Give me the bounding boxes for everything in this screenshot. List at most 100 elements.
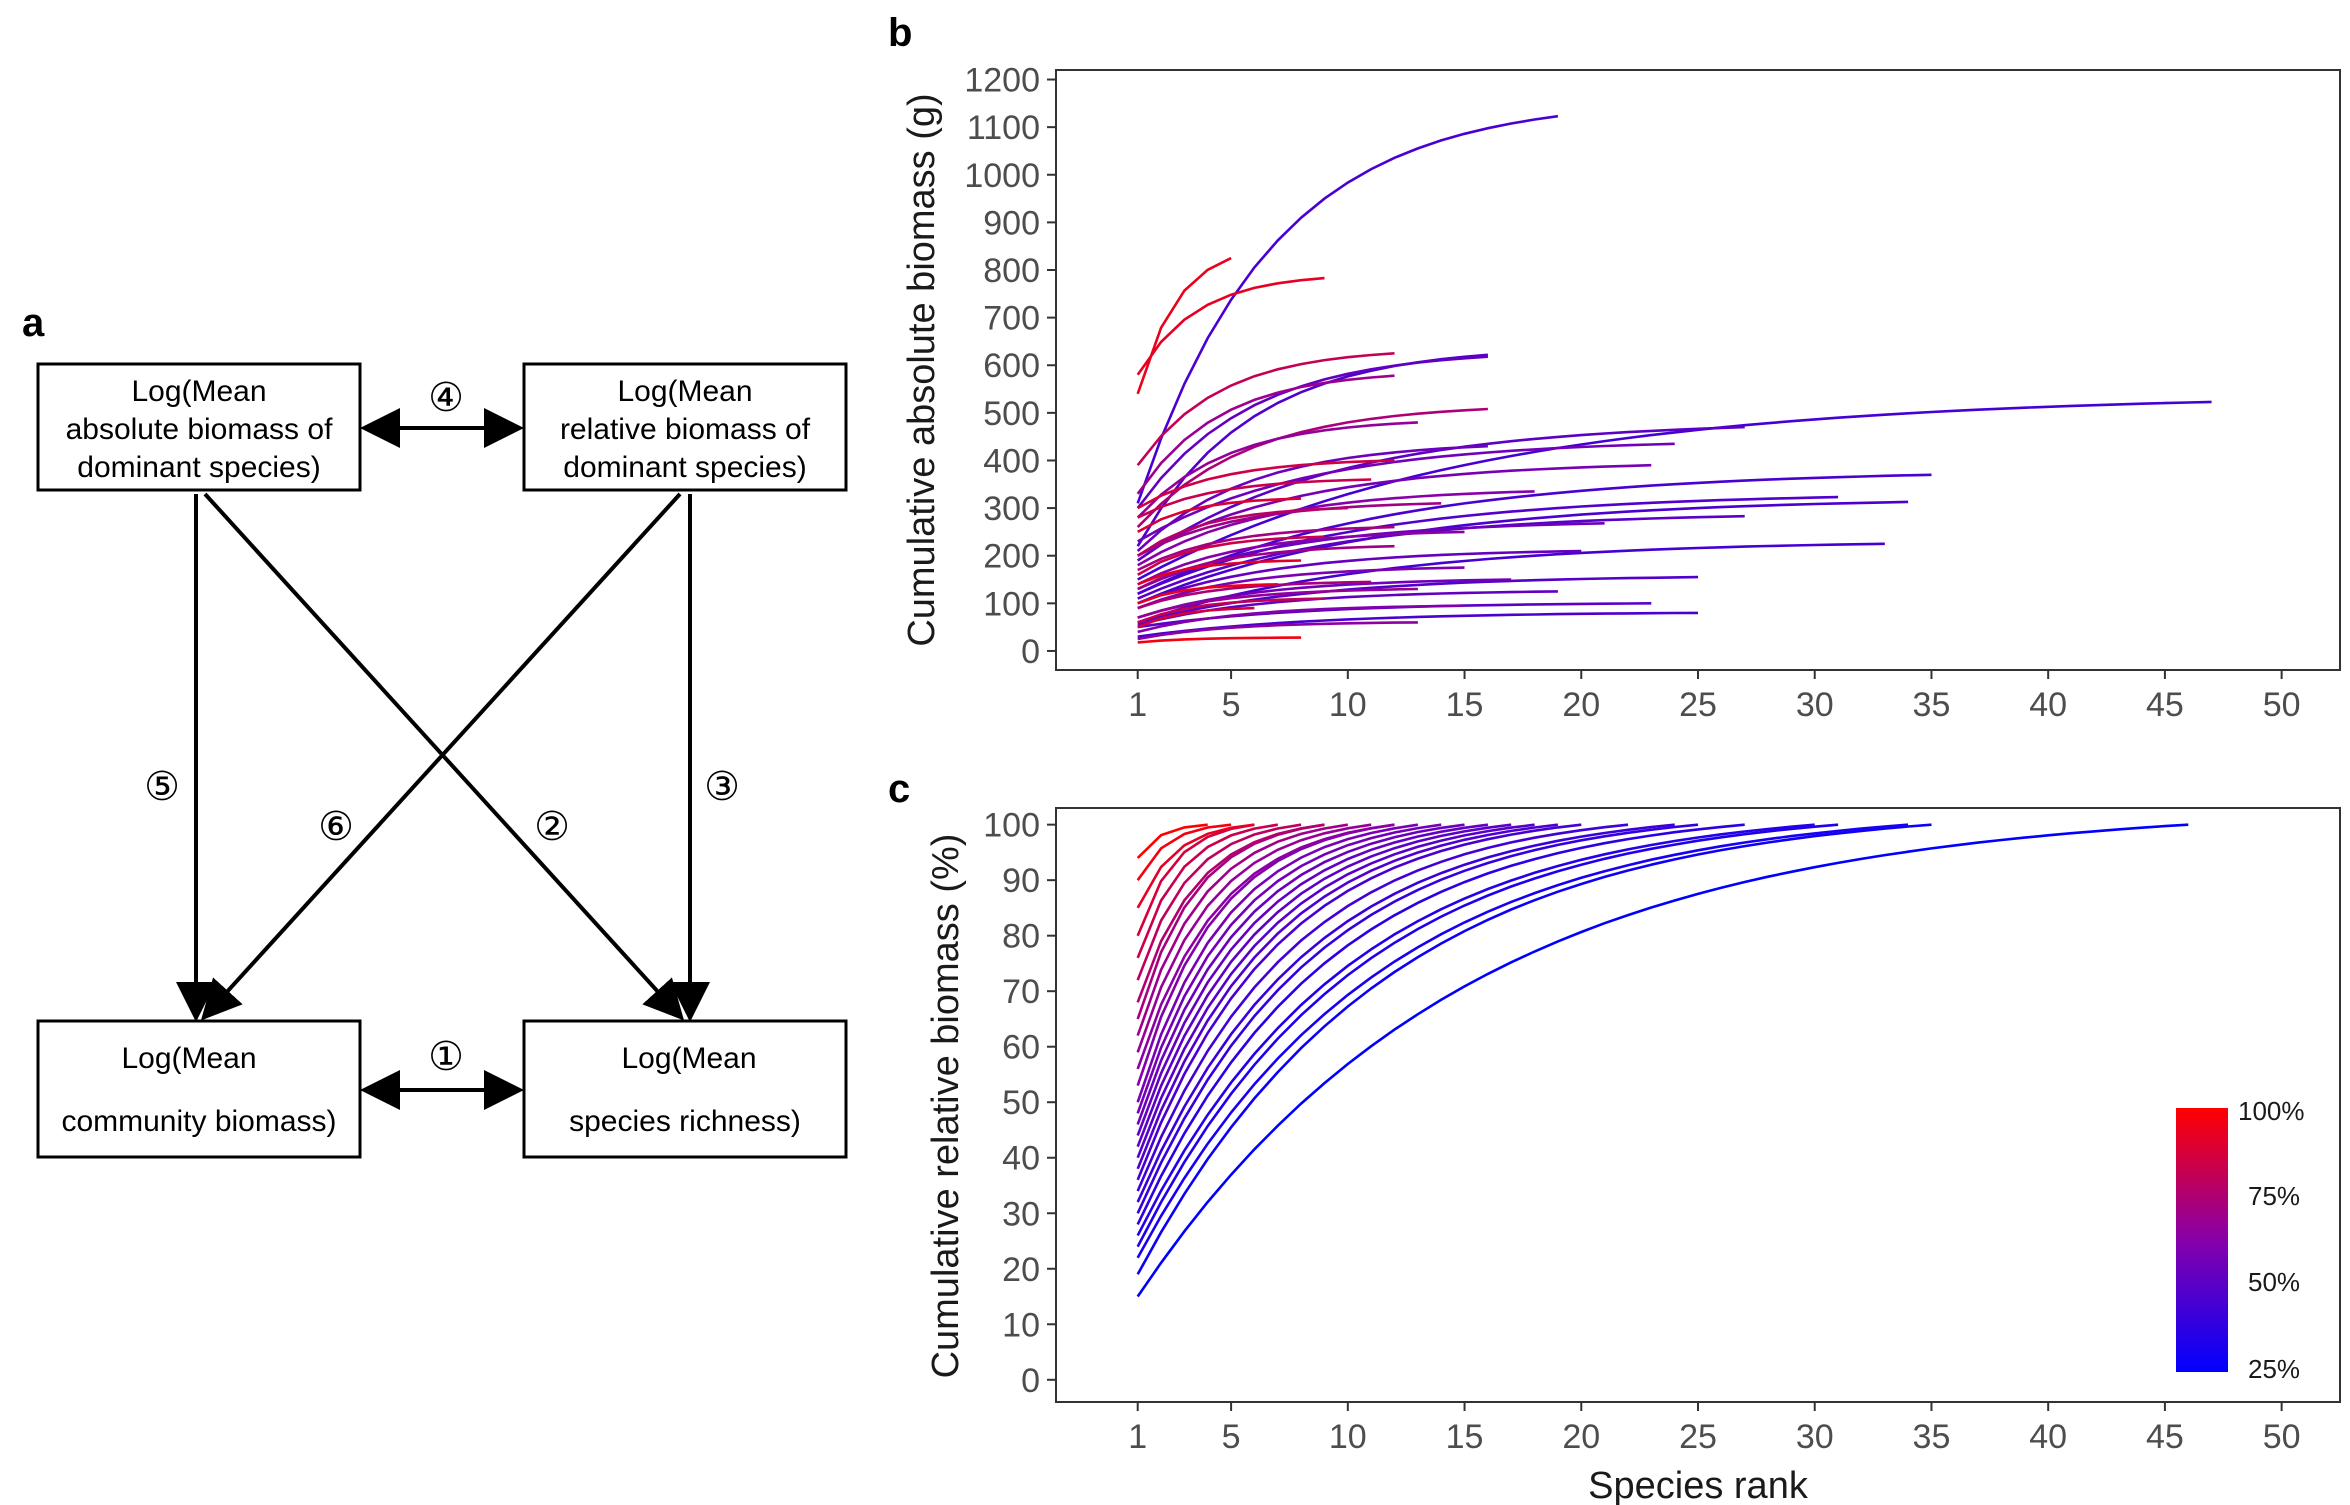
series-line xyxy=(1137,497,1302,534)
y-tick-label: 90 xyxy=(1002,862,1040,900)
x-axis-title-c: Species rank xyxy=(1588,1465,1809,1505)
x-tick-label: 30 xyxy=(1796,1418,1834,1456)
x-tick-label: 10 xyxy=(1329,686,1367,724)
series-line xyxy=(1136,823,2189,1298)
y-tick-label: 0 xyxy=(1021,1362,1040,1400)
box-absolute-dominant-line1: Log(Mean xyxy=(131,375,266,408)
panel-c-label: c xyxy=(888,767,910,811)
x-tick-label: 40 xyxy=(2029,1418,2067,1456)
box-relative-dominant: Log(Mean relative biomass of dominant sp… xyxy=(522,362,848,492)
series-line xyxy=(1136,823,1395,1070)
y-tick-label: 10 xyxy=(1002,1306,1040,1344)
y-tick-label: 300 xyxy=(983,490,1040,528)
series-line xyxy=(1136,823,1815,1237)
x-tick-label: 5 xyxy=(1222,1418,1241,1456)
x-tick-label: 40 xyxy=(2029,686,2067,724)
series-line xyxy=(1136,823,1559,1170)
legend-label-25: 25% xyxy=(2248,1354,2300,1384)
series-line xyxy=(1136,823,1932,1275)
series-line xyxy=(1136,823,1232,881)
series-line xyxy=(1137,500,1909,605)
box-absolute-dominant: Log(Mean absolute biomass of dominant sp… xyxy=(36,362,362,492)
y-axis-title-b: Cumulative absolute biomass (g) xyxy=(901,93,943,646)
x-tick-label: 5 xyxy=(1222,686,1241,724)
series-line xyxy=(1136,114,1559,504)
box-absolute-dominant-line3: dominant species) xyxy=(77,451,320,484)
y-tick-label: 100 xyxy=(983,807,1040,845)
box-community-biomass-line2: community biomass) xyxy=(61,1105,336,1138)
x-tick-label: 45 xyxy=(2146,1418,2184,1456)
series-line xyxy=(1136,407,1488,529)
y-tick-label: 900 xyxy=(983,204,1040,242)
box-community-biomass: Log(Mean community biomass) xyxy=(36,1019,362,1159)
series-line xyxy=(1136,823,1442,1114)
legend-colorbar xyxy=(2176,1108,2228,1372)
series-line xyxy=(1137,442,1675,543)
y-tick-label: 700 xyxy=(983,300,1040,338)
path-label-2: ② xyxy=(534,805,570,849)
x-tick-label: 35 xyxy=(1913,1418,1951,1456)
series-line xyxy=(1136,823,1419,1103)
series-line xyxy=(1136,425,1745,562)
series-line xyxy=(1137,530,1465,586)
y-tick-label: 600 xyxy=(983,347,1040,385)
series-line xyxy=(1136,823,1582,1181)
chart-cumulative-absolute-biomass: 1 5 10 15 20 25 30 35 40 45 50 0100200300400500600… xyxy=(901,62,2341,724)
series-line xyxy=(1137,459,1395,510)
series-line xyxy=(1137,535,1325,576)
series-line xyxy=(1136,823,1255,909)
y-tick-label: 70 xyxy=(1002,973,1040,1011)
series-line xyxy=(1137,490,1535,567)
series-line xyxy=(1136,823,1325,1003)
color-legend: 100% 75% 50% 25% xyxy=(2176,1096,2305,1384)
box-species-richness-line2: species richness) xyxy=(569,1105,801,1138)
series-line xyxy=(1137,400,2212,581)
series-line xyxy=(1136,823,1512,1148)
series-line xyxy=(1136,823,1675,1203)
series-line xyxy=(1136,823,1489,1136)
series-line xyxy=(1136,421,1418,519)
x-tick-label: 30 xyxy=(1796,686,1834,724)
x-tick-label: 20 xyxy=(1562,1418,1600,1456)
chart-cumulative-relative-biomass: 1 5 10 15 20 25 30 35 40 45 50 0102030405060708090… xyxy=(925,807,2341,1505)
x-tick-label: 25 xyxy=(1679,686,1717,724)
series-line xyxy=(1137,621,1418,641)
series-line xyxy=(1137,566,1465,610)
panel-a-label: a xyxy=(22,301,45,345)
series-line xyxy=(1137,525,1395,572)
series-line xyxy=(1137,636,1302,644)
legend-label-50: 50% xyxy=(2248,1267,2300,1297)
x-tick-label: 20 xyxy=(1562,686,1600,724)
series-line xyxy=(1137,559,1302,586)
x-tick-label: 15 xyxy=(1446,686,1484,724)
y-tick-label: 800 xyxy=(983,252,1040,290)
box-absolute-dominant-line2: absolute biomass of xyxy=(66,413,333,446)
y-tick-label: 500 xyxy=(983,395,1040,433)
series-line xyxy=(1136,823,1349,1037)
x-tick-label: 25 xyxy=(1679,1418,1717,1456)
x-tick-label: 1 xyxy=(1128,686,1147,724)
series-line xyxy=(1137,580,1372,610)
series-line xyxy=(1137,542,1885,624)
legend-label-75: 75% xyxy=(2248,1181,2300,1211)
series-line xyxy=(1136,823,1535,1159)
path-label-1: ① xyxy=(428,1035,464,1079)
y-tick-label: 1100 xyxy=(967,109,1040,147)
series-line xyxy=(1137,473,1932,595)
series-line xyxy=(1137,604,1465,634)
series-line xyxy=(1136,823,1208,859)
x-tick-label: 10 xyxy=(1329,1418,1367,1456)
series-line xyxy=(1137,549,1582,605)
series-line xyxy=(1137,583,1278,605)
x-tick-label: 45 xyxy=(2146,686,2184,724)
y-tick-label: 40 xyxy=(1002,1140,1040,1178)
series-line xyxy=(1136,256,1232,395)
y-tick-label: 30 xyxy=(1002,1195,1040,1233)
y-tick-label: 20 xyxy=(1002,1251,1040,1289)
path-label-4: ④ xyxy=(428,376,464,420)
series-line xyxy=(1136,823,1302,981)
series-line xyxy=(1136,355,1488,509)
box-relative-dominant-line2: relative biomass of xyxy=(560,413,811,446)
series-line xyxy=(1136,823,1745,1225)
series-line xyxy=(1136,823,1699,1214)
